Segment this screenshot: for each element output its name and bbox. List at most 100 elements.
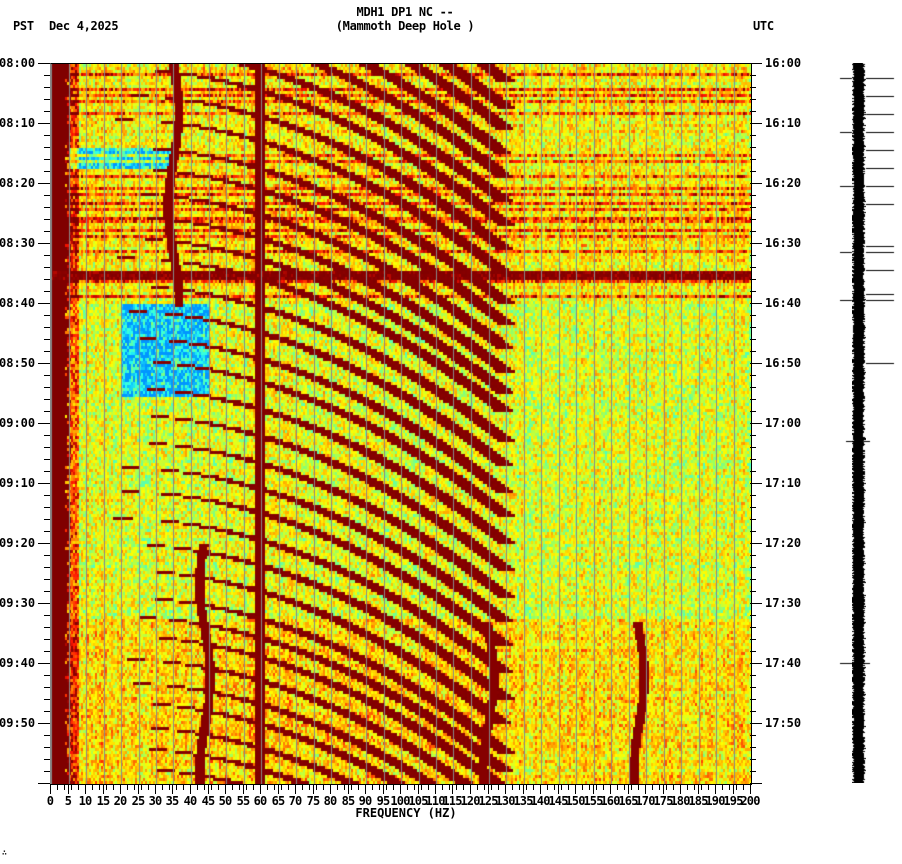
y-tick-left [44,387,50,388]
x-tick-label: 95 [376,794,391,808]
y-tick-right [750,159,756,160]
y-tick-right [750,507,756,508]
x-tick [418,784,419,794]
x-tick [673,784,674,790]
x-tick [113,784,114,790]
x-tick [680,784,681,794]
y-tick-left [38,723,50,724]
x-tick-label: 50 [218,794,233,808]
x-tick-label: 65 [271,794,286,808]
y-tick-label-left: 09:30 [0,596,36,610]
y-tick-left [38,663,50,664]
y-tick-right [750,387,756,388]
y-tick-right [750,771,756,772]
y-tick-label-right: 16:40 [765,296,802,310]
y-tick-label-right: 17:50 [765,716,802,730]
y-tick-left [44,411,50,412]
x-tick-label: 200 [740,794,760,808]
y-tick-right [750,471,756,472]
x-tick [568,784,569,790]
x-tick [120,784,121,794]
x-tick [103,784,104,794]
x-tick [400,784,401,794]
x-tick [610,784,611,794]
x-tick [750,784,751,794]
x-tick-label: 165 [618,794,638,808]
x-tick [302,784,303,790]
y-tick-left [44,375,50,376]
y-tick-left [44,339,50,340]
x-tick-label: 120 [460,794,480,808]
y-tick-label-left: 09:00 [0,416,36,430]
y-tick-right [750,543,762,544]
x-tick [50,784,51,794]
y-tick-label-right: 17:30 [765,596,802,610]
x-tick [172,784,173,794]
x-tick [498,784,499,790]
y-tick-left [44,219,50,220]
x-tick [663,784,664,794]
y-tick-left [44,147,50,148]
y-tick-left [38,483,50,484]
x-tick [523,784,524,794]
y-tick-right [750,135,756,136]
y-tick-right [750,99,756,100]
x-tick [148,784,149,790]
x-tick-label: 100 [390,794,410,808]
x-tick [313,784,314,794]
x-tick [246,784,247,790]
x-tick [190,784,191,794]
y-tick-right [750,123,762,124]
x-tick [78,784,79,790]
y-tick-left [44,255,50,256]
y-tick-left [38,783,50,784]
x-tick-label: 25 [131,794,146,808]
y-tick-right [750,699,756,700]
x-tick [526,784,527,790]
x-tick-label: 80 [323,794,338,808]
x-tick [162,784,163,790]
y-tick-left [44,615,50,616]
y-tick-label-left: 08:10 [0,116,36,130]
x-tick [281,784,282,790]
x-tick [183,784,184,790]
x-tick [491,784,492,790]
y-tick-label-right: 17:40 [765,656,802,670]
y-tick-right [750,759,756,760]
y-tick-right [750,207,756,208]
x-tick [743,784,744,790]
y-tick-left [44,507,50,508]
y-tick-left [44,111,50,112]
y-tick-left [44,567,50,568]
x-tick [127,784,128,790]
x-tick [155,784,156,794]
x-tick-label: 125 [478,794,498,808]
y-tick-right [750,279,756,280]
x-tick [197,784,198,790]
y-tick-right [750,519,756,520]
y-tick-label-right: 17:20 [765,536,802,550]
x-tick [337,784,338,790]
x-tick [575,784,576,794]
y-tick-left [38,123,50,124]
y-tick-label-left: 09:10 [0,476,36,490]
x-tick [176,784,177,790]
y-tick-right [750,351,756,352]
x-tick [722,784,723,790]
x-tick [452,784,453,794]
y-tick-label-right: 17:00 [765,416,802,430]
y-tick-left [44,579,50,580]
y-tick-right [750,375,756,376]
x-tick [218,784,219,790]
x-tick [449,784,450,790]
x-tick-label: 5 [64,794,72,808]
x-tick [554,784,555,790]
x-tick [505,784,506,794]
x-tick [533,784,534,790]
y-tick-label-right: 16:20 [765,176,802,190]
x-tick-label: 20 [113,794,128,808]
x-tick [71,784,72,790]
y-tick-right [750,111,756,112]
y-tick-left [44,687,50,688]
y-tick-left [44,747,50,748]
